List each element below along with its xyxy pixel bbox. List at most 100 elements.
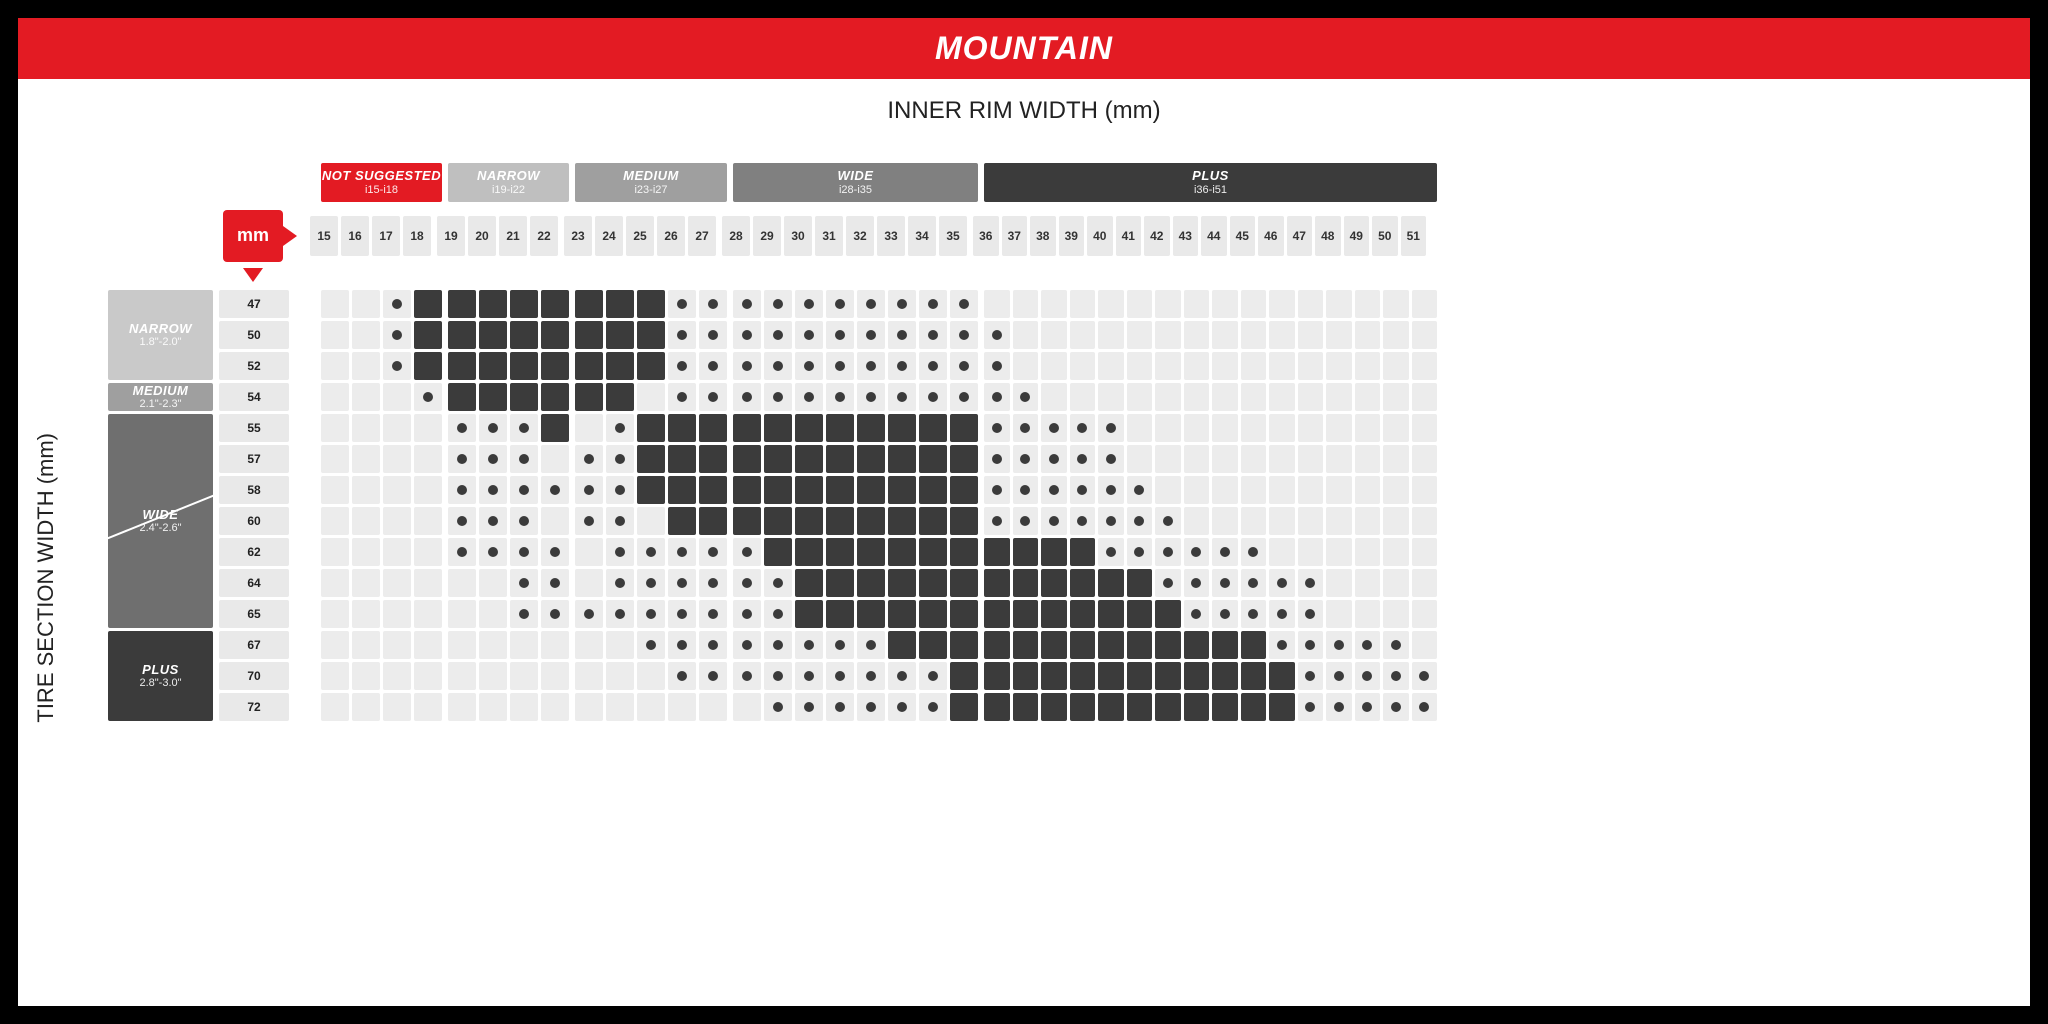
cell (1269, 290, 1295, 318)
cell (1383, 476, 1409, 504)
cell (352, 476, 380, 504)
cell (383, 290, 411, 318)
column-header-row: mm 1516171819202122232425262728293031323… (108, 210, 2000, 262)
cell (1298, 414, 1324, 442)
cell (919, 507, 947, 535)
cell (984, 414, 1010, 442)
cell (606, 383, 634, 411)
cell (1383, 321, 1409, 349)
cell (1355, 538, 1381, 566)
cell (637, 476, 665, 504)
row-category-medium: MEDIUM2.1"-2.3" (108, 383, 213, 411)
cell (479, 693, 507, 721)
table-row (321, 445, 1437, 473)
col-header-45: 45 (1230, 216, 1256, 256)
cell (1298, 600, 1324, 628)
cell (888, 352, 916, 380)
cell (1412, 569, 1438, 597)
cell (888, 445, 916, 473)
cell (1355, 290, 1381, 318)
cell (1184, 290, 1210, 318)
cell (1127, 414, 1153, 442)
cell (919, 662, 947, 690)
cell (764, 538, 792, 566)
cell (1155, 662, 1181, 690)
cell (1298, 662, 1324, 690)
cell (414, 476, 442, 504)
cell (414, 569, 442, 597)
cell (1326, 693, 1352, 721)
cell (1383, 693, 1409, 721)
x-axis-label: INNER RIM WIDTH (mm) (18, 79, 2030, 133)
cell (1212, 600, 1238, 628)
table-row (321, 569, 1437, 597)
cell (699, 383, 727, 411)
cell (1070, 569, 1096, 597)
cell (1383, 538, 1409, 566)
cell (950, 414, 978, 442)
cell (575, 321, 603, 349)
cell (764, 352, 792, 380)
cell (826, 445, 854, 473)
cell (1127, 538, 1153, 566)
cell (541, 352, 569, 380)
cell (668, 383, 696, 411)
cell (1041, 538, 1067, 566)
cell (733, 662, 761, 690)
row-category-column: NARROW1.8"-2.0"MEDIUM2.1"-2.3"WIDE2.4"-2… (108, 290, 213, 724)
cell (414, 352, 442, 380)
cell (1383, 352, 1409, 380)
cell (510, 290, 538, 318)
cell (637, 321, 665, 349)
cell (857, 693, 885, 721)
cell (575, 414, 603, 442)
cell (510, 538, 538, 566)
cell (1098, 507, 1124, 535)
cell (414, 321, 442, 349)
cell (1155, 290, 1181, 318)
cell (950, 352, 978, 380)
cell (733, 600, 761, 628)
col-header-28: 28 (722, 216, 750, 256)
col-header-31: 31 (815, 216, 843, 256)
cell (795, 445, 823, 473)
col-header-40: 40 (1087, 216, 1113, 256)
cell (510, 383, 538, 411)
cell (1298, 538, 1324, 566)
cell (795, 507, 823, 535)
cell (1098, 538, 1124, 566)
cell (352, 321, 380, 349)
cell (984, 693, 1010, 721)
cell (1326, 290, 1352, 318)
cell (1098, 631, 1124, 659)
cell (1041, 600, 1067, 628)
cell (1155, 414, 1181, 442)
row-label-50: 50 (219, 321, 289, 349)
cell (541, 383, 569, 411)
cell (1013, 476, 1039, 504)
cell (1269, 321, 1295, 349)
cell (950, 290, 978, 318)
cell (919, 383, 947, 411)
cell (1098, 569, 1124, 597)
cell (1412, 383, 1438, 411)
cell (1355, 693, 1381, 721)
cell (699, 445, 727, 473)
cell (1041, 290, 1067, 318)
row-label-70: 70 (219, 662, 289, 690)
cell (1412, 662, 1438, 690)
cell (1013, 383, 1039, 411)
cell (352, 662, 380, 690)
cell (1041, 569, 1067, 597)
cell (1383, 507, 1409, 535)
cell (414, 414, 442, 442)
cell (383, 631, 411, 659)
cell (1098, 445, 1124, 473)
cell (1269, 538, 1295, 566)
cell (950, 569, 978, 597)
cell (1355, 631, 1381, 659)
cell (733, 569, 761, 597)
col-header-30: 30 (784, 216, 812, 256)
cell (1041, 662, 1067, 690)
cell (352, 631, 380, 659)
